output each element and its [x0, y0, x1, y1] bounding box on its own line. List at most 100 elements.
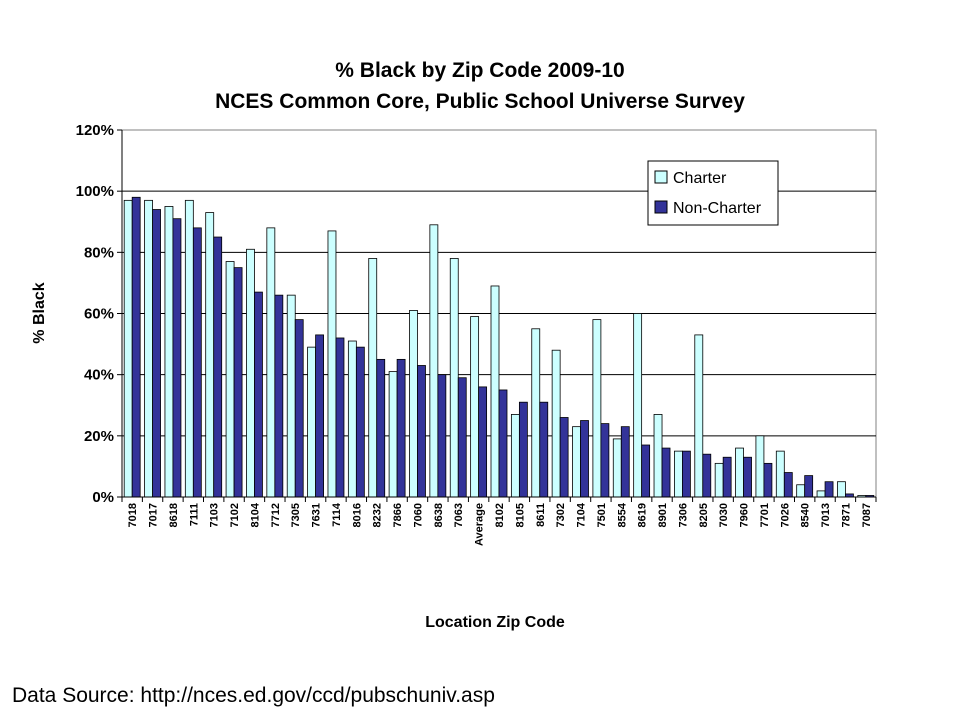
y-tick-label: 120% — [76, 122, 114, 139]
x-tick-label: 7866 — [392, 503, 404, 527]
bar-charter — [837, 481, 846, 498]
bar-charter — [164, 206, 174, 498]
x-tick-label: 7103 — [209, 503, 221, 527]
bar-charter — [327, 230, 337, 498]
bar-non-charter — [539, 401, 549, 498]
bar-charter — [205, 212, 215, 498]
y-tick-label: 100% — [76, 183, 114, 200]
bar-charter — [633, 313, 643, 498]
bar-non-charter — [498, 389, 508, 498]
x-tick-label: 8554 — [616, 502, 628, 527]
bar-non-charter — [254, 291, 263, 498]
bar-charter — [144, 199, 153, 498]
bar-charter — [572, 426, 581, 498]
x-tick-label: 8104 — [249, 502, 261, 527]
x-tick-label: 7631 — [311, 503, 323, 527]
bar-charter — [123, 199, 133, 498]
x-tick-label: 8105 — [514, 503, 526, 527]
bar-non-charter — [682, 450, 691, 498]
chart-subtitle: NCES Common Core, Public School Universe… — [215, 90, 745, 113]
y-tick-label: 80% — [84, 244, 114, 261]
bar-non-charter — [192, 227, 202, 498]
bar-charter — [612, 438, 622, 498]
bar-charter — [551, 349, 561, 498]
x-tick-label: 7305 — [290, 503, 302, 527]
bar-charter — [816, 490, 826, 498]
x-tick-label: 7104 — [576, 502, 588, 527]
bar-charter — [674, 450, 683, 498]
bar-charter — [368, 258, 378, 498]
legend-swatch-charter — [654, 170, 668, 184]
x-tick-label: 8611 — [535, 503, 547, 527]
x-tick-label: 7026 — [779, 503, 791, 527]
bar-charter — [184, 199, 194, 498]
y-tick-label: 60% — [84, 306, 114, 323]
x-tick-label: 7302 — [555, 503, 567, 527]
x-tick-label: 7712 — [270, 503, 282, 527]
x-tick-label: 7017 — [148, 503, 160, 527]
bar-non-charter — [600, 423, 610, 498]
bar-non-charter — [376, 358, 386, 498]
legend: Charter Non-Charter — [647, 160, 779, 226]
bar-non-charter — [641, 444, 651, 498]
bar-non-charter — [396, 358, 406, 498]
x-tick-label: 7013 — [820, 503, 832, 527]
bar-charter — [510, 414, 520, 498]
bar-charter — [449, 258, 459, 498]
x-tick-label: 8232 — [372, 503, 384, 527]
bar-non-charter — [804, 475, 814, 498]
bar-non-charter — [722, 456, 732, 498]
bar-charter — [775, 450, 785, 498]
legend-label-non-charter: Non-Charter — [673, 200, 762, 217]
bar-non-charter — [417, 365, 426, 498]
x-tick-label: Average — [474, 503, 486, 546]
bar-non-charter — [355, 346, 365, 498]
bar-non-charter — [437, 374, 447, 498]
bar-non-charter — [661, 447, 671, 498]
x-tick-label: 7087 — [861, 503, 873, 527]
legend-swatch-non-charter — [654, 200, 668, 214]
x-tick-label: 7701 — [759, 503, 771, 527]
bar-non-charter — [172, 218, 182, 498]
bar-charter — [653, 414, 663, 498]
x-tick-label: 8901 — [657, 503, 669, 527]
y-tick-label: 40% — [84, 367, 114, 384]
bar-non-charter — [620, 426, 630, 498]
x-tick-label: 8618 — [168, 503, 180, 527]
bar-charter — [490, 285, 500, 498]
bar-non-charter — [702, 453, 712, 498]
x-tick-label: 7030 — [718, 503, 730, 527]
bar-charter — [429, 224, 439, 498]
bar-non-charter — [233, 267, 243, 498]
y-tick-label: 0% — [92, 489, 114, 506]
bar-charter — [246, 248, 255, 498]
bar-non-charter — [743, 456, 752, 498]
bar-charter — [714, 462, 724, 498]
bar-non-charter — [213, 236, 223, 498]
x-tick-label: 8619 — [637, 503, 649, 527]
bar-charter — [307, 346, 316, 498]
x-tick-label: 7060 — [412, 503, 424, 527]
bar-non-charter — [824, 481, 834, 498]
x-tick-label: 8102 — [494, 503, 506, 527]
bar-charter — [755, 435, 765, 498]
bar-non-charter — [478, 386, 488, 498]
bar-non-charter — [152, 209, 161, 498]
y-tick-label: 20% — [84, 428, 114, 445]
bar-non-charter — [131, 196, 141, 498]
bar-non-charter — [457, 377, 467, 498]
bar-non-charter — [559, 417, 569, 498]
y-axis-ticks: 0% 20% 40% 60% 80% 100% 120% — [76, 122, 122, 506]
x-tick-label: 7114 — [331, 502, 343, 527]
bar-charter — [592, 319, 602, 498]
x-tick-label: 7063 — [453, 503, 465, 527]
x-tick-label: 8205 — [698, 503, 710, 527]
bar-non-charter — [274, 294, 284, 498]
x-tick-label: 7111 — [188, 503, 200, 526]
x-tick-label: 8016 — [351, 503, 363, 527]
legend-label-charter: Charter — [673, 170, 727, 187]
x-tick-label: 7018 — [127, 503, 139, 527]
data-source-note: Data Source: http://nces.ed.gov/ccd/pubs… — [12, 684, 495, 707]
x-tick-label: 7306 — [677, 503, 689, 527]
x-axis-ticks: 7018 7017 8618 7111 7103 7102 8104 7712 7305 7631… — [121, 497, 877, 546]
